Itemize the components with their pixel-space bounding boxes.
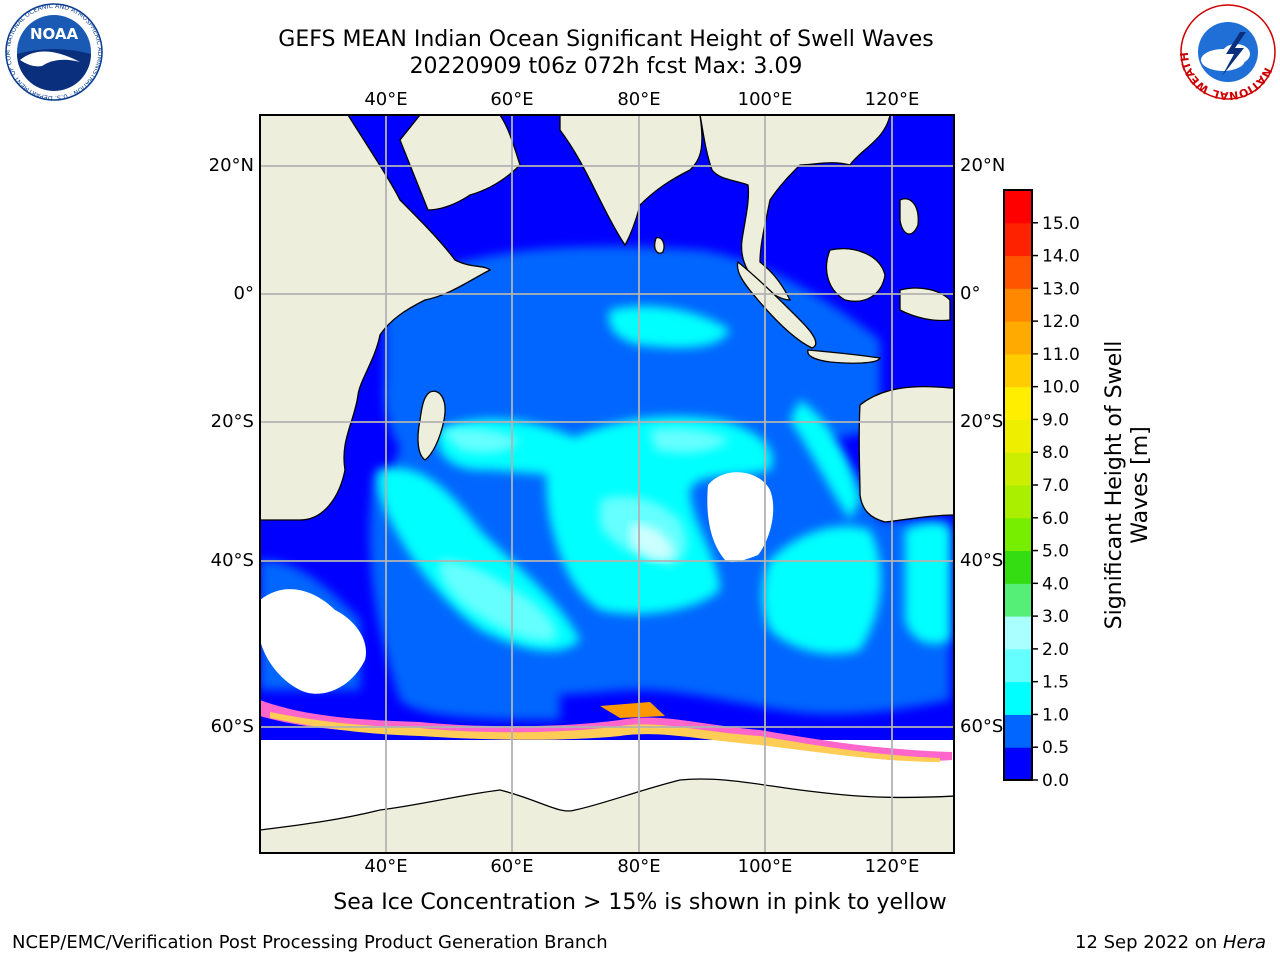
colorbar-tick-label: 2.0 [1042, 640, 1069, 660]
lat-label-right: 60°S [960, 716, 1004, 737]
colorbar-tick-label: 10.0 [1042, 378, 1080, 398]
colorbar-swatch [1004, 583, 1032, 617]
chart-subtitle: 20220909 t06z 072h fcst Max: 3.09 [409, 54, 803, 79]
colorbar-tick-label: 9.0 [1042, 410, 1069, 430]
producer-credit: NCEP/EMC/Verification Post Processing Pr… [12, 932, 608, 953]
colorbar-swatch [1004, 353, 1032, 388]
lat-label-right: 20°S [960, 411, 1004, 432]
swell-band-peak [630, 524, 675, 561]
lat-label-left: 20°S [210, 411, 254, 432]
lon-label-top: 100°E [737, 89, 793, 110]
lat-label-right: 20°N [960, 155, 1006, 176]
graticule [260, 115, 954, 853]
chart-title: GEFS MEAN Indian Ocean Significant Heigh… [278, 27, 934, 52]
lon-label-bottom: 40°E [364, 856, 408, 877]
colorbar-swatch [1004, 321, 1032, 355]
colorbar-swatch [1004, 222, 1032, 257]
colorbar-tick-label: 0.0 [1042, 771, 1069, 790]
colorbar-tick-label: 4.0 [1042, 574, 1069, 594]
run-date-text: 12 Sep 2022 on [1075, 932, 1223, 953]
map-frame [259, 114, 955, 854]
colorbar-tick-label: 5.0 [1042, 542, 1069, 562]
colorbar-tick-label: 12.0 [1042, 312, 1080, 332]
colorbar-tick-label: 6.0 [1042, 509, 1069, 529]
colorbar-tick-label: 1.5 [1042, 673, 1069, 693]
colorbar-tick-label: 14.0 [1042, 247, 1080, 267]
lat-label-left: 40°S [210, 550, 254, 571]
sea-ice-edge [260, 700, 952, 762]
lon-label-top: 60°E [490, 89, 534, 110]
lon-label-top: 40°E [364, 89, 408, 110]
lat-label-left: 60°S [210, 716, 254, 737]
lon-label-top: 80°E [617, 89, 661, 110]
colorbar-swatch [1004, 714, 1032, 748]
colorbar-tick-label: 15.0 [1042, 214, 1080, 234]
colorbar-swatch [1004, 747, 1032, 781]
colorbar-tick-label: 8.0 [1042, 443, 1069, 463]
colorbar-swatch [1004, 386, 1032, 420]
colorbar-tick-label: 13.0 [1042, 279, 1080, 299]
colorbar-swatch [1004, 419, 1032, 453]
colorbar-label: Significant Height of Swell Waves [m] [1102, 340, 1153, 630]
noaa-logo-text: NOAA [30, 25, 79, 43]
noaa-logo: NATIONAL OCEANIC AND ATMOSPHERIC ADMINIS… [2, 2, 103, 101]
sea-ice-caption: Sea Ice Concentration > 15% is shown in … [333, 890, 947, 915]
colorbar-swatch [1004, 550, 1032, 584]
lon-label-bottom: 80°E [617, 856, 661, 877]
lat-label-left: 20°N [208, 155, 254, 176]
lat-label-left: 0° [233, 283, 254, 304]
lon-label-bottom: 100°E [737, 856, 793, 877]
lon-label-bottom: 120°E [864, 856, 920, 877]
colorbar-swatch [1004, 190, 1032, 224]
lat-label-right: 40°S [960, 550, 1004, 571]
colorbar-tick-label: 11.0 [1042, 345, 1080, 365]
nws-logo: NATIONAL WEATHER SERVICE [1178, 2, 1276, 102]
colorbar-tick-label: 1.0 [1042, 705, 1069, 725]
lon-label-bottom: 60°E [490, 856, 534, 877]
colorbar-swatch [1004, 648, 1032, 683]
colorbar-tick-label: 3.0 [1042, 607, 1069, 627]
colorbar: 0.0 0.5 1.0 1.5 2.0 3.0 4.0 5.0 6.0 7.0 8.0 9.0 10.0… [1003, 189, 1080, 790]
lon-label-top: 120°E [864, 89, 920, 110]
colorbar-swatch [1004, 517, 1032, 552]
colorbar-tick-label: 7.0 [1042, 476, 1069, 496]
colorbar-swatch [1004, 288, 1032, 322]
colorbar-swatch [1004, 255, 1032, 289]
land-masses [260, 115, 954, 853]
colorbar-tick-label: 0.5 [1042, 738, 1069, 758]
colorbar-swatch [1004, 616, 1032, 650]
colorbar-swatch [1004, 485, 1032, 519]
colorbar-swatch [1004, 681, 1032, 715]
lat-label-right: 0° [960, 283, 981, 304]
run-date: 12 Sep 2022 on Hera [1075, 932, 1266, 953]
machine-name: Hera [1222, 932, 1266, 953]
colorbar-swatch [1004, 452, 1032, 486]
